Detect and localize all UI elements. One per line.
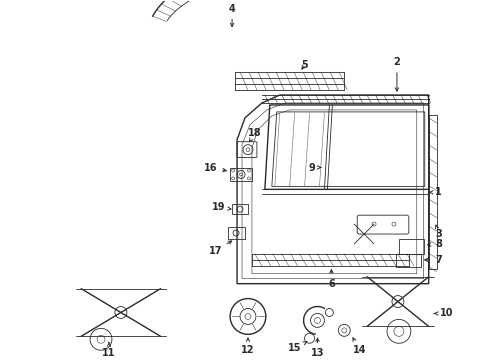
- Text: 19: 19: [212, 202, 231, 212]
- Text: 15: 15: [288, 342, 307, 353]
- Text: 10: 10: [434, 309, 453, 319]
- Text: 16: 16: [203, 162, 226, 172]
- Text: 11: 11: [102, 343, 116, 358]
- Text: 5: 5: [301, 60, 308, 70]
- Text: 17: 17: [208, 241, 232, 256]
- Text: 13: 13: [311, 338, 324, 358]
- Text: 7: 7: [425, 255, 442, 265]
- Text: 18: 18: [248, 128, 262, 142]
- Text: 14: 14: [352, 338, 366, 355]
- Text: 8: 8: [428, 239, 442, 249]
- Text: 4: 4: [229, 4, 236, 27]
- Text: 3: 3: [435, 225, 442, 239]
- Text: 12: 12: [241, 338, 255, 355]
- Text: 9: 9: [308, 162, 321, 172]
- Text: 6: 6: [328, 270, 335, 289]
- Text: 2: 2: [393, 57, 400, 91]
- Text: 1: 1: [429, 187, 442, 197]
